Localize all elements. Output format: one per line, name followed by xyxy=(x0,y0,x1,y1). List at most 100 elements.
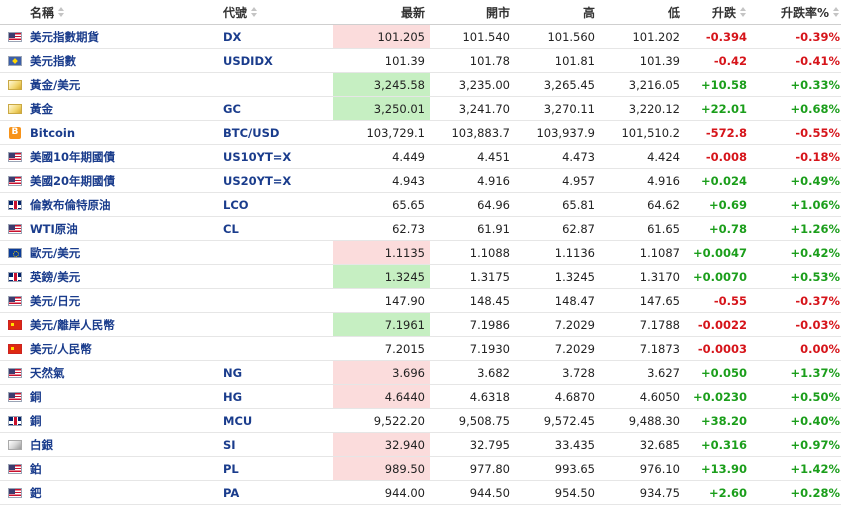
column-header-last[interactable]: 最新 xyxy=(333,0,430,25)
last-price-cell: 65.65 xyxy=(333,192,430,217)
change-pct-cell: -0.18% xyxy=(752,144,841,169)
uk-flag-icon xyxy=(8,416,22,426)
table-row[interactable]: 美元指數期貨 DX 101.205 101.540 101.560 101.202 -0.3… xyxy=(0,24,841,49)
change-pct-cell: -0.39% xyxy=(752,24,841,49)
instrument-name-link[interactable]: 美元指數期貨 xyxy=(30,29,99,44)
table-row[interactable]: 倫敦布倫特原油 LCO 65.65 64.96 65.81 64.62 +0.69 +1.06… xyxy=(0,192,841,217)
last-price-cell: 4.6440 xyxy=(333,384,430,409)
table-row[interactable]: 鈀 PA 944.00 944.50 954.50 934.75 +2.60 +0.28% xyxy=(0,480,841,505)
instrument-code-link[interactable]: PL xyxy=(223,461,239,476)
instrument-code-link[interactable]: BTC/USD xyxy=(223,125,280,140)
name-cell: 白銀 xyxy=(30,432,223,457)
low-price-cell: 7.1873 xyxy=(600,336,685,361)
table-row[interactable]: 天然氣 NG 3.696 3.682 3.728 3.627 +0.050 +1.37% xyxy=(0,360,841,385)
flag-cell xyxy=(0,240,30,265)
change-pct-cell: +0.97% xyxy=(752,432,841,457)
instrument-name-link[interactable]: 黃金 xyxy=(30,101,53,116)
high-price-cell: 33.435 xyxy=(515,432,600,457)
instrument-code-link[interactable]: US10YT=X xyxy=(223,149,292,164)
change-pct-cell: 0.00% xyxy=(752,336,841,361)
table-row[interactable]: 美元/離岸人民幣 7.1961 7.1986 7.2029 7.1788 -0.0022-… xyxy=(0,312,841,337)
column-header-code[interactable]: 代號 xyxy=(223,0,333,25)
change-pct-cell: +0.28% xyxy=(752,480,841,505)
high-price-cell: 954.50 xyxy=(515,480,600,505)
table-row[interactable]: 美元/日元 147.90 148.45 148.47 147.65 -0.55 -0.37% xyxy=(0,288,841,313)
column-header-open[interactable]: 開市 xyxy=(430,0,515,25)
sort-icon[interactable] xyxy=(251,7,258,17)
instrument-code-link[interactable]: US20YT=X xyxy=(223,173,292,188)
table-row[interactable]: WTI原油 CL 62.73 61.91 62.87 61.65 +0.78 +1.26% xyxy=(0,216,841,241)
column-header-low[interactable]: 低 xyxy=(600,0,685,25)
table-row[interactable]: 鉑 PL 989.50 977.80 993.65 976.10 +13.90 +1.42% xyxy=(0,456,841,481)
instrument-name-link[interactable]: 銅 xyxy=(30,413,42,428)
instrument-name-link[interactable]: 美元/離岸人民幣 xyxy=(30,317,115,332)
table-row[interactable]: 黃金 GC 3,250.01 3,241.70 3,270.11 3,220.12 +22.… xyxy=(0,96,841,121)
instrument-code-link[interactable]: NG xyxy=(223,365,243,380)
instrument-name-link[interactable]: 美元指數 xyxy=(30,53,76,68)
column-header-label: 升跌 xyxy=(711,5,736,20)
instrument-code-link[interactable]: HG xyxy=(223,389,243,404)
instrument-code-link[interactable]: CL xyxy=(223,221,239,236)
instrument-name-link[interactable]: 銅 xyxy=(30,389,42,404)
open-price-cell: 148.45 xyxy=(430,288,515,313)
instrument-name-link[interactable]: 美國20年期國債 xyxy=(30,173,116,188)
instrument-name-link[interactable]: WTI原油 xyxy=(30,221,78,236)
change-cell: -0.0022 xyxy=(685,312,752,337)
table-row[interactable]: 美元指數 USDIDX 101.39 101.78 101.81 101.39 -0.42-… xyxy=(0,48,841,73)
high-price-cell: 103,937.9 xyxy=(515,120,600,145)
instrument-name-link[interactable]: 英鎊/美元 xyxy=(30,269,81,284)
change-cell: +13.90 xyxy=(685,456,752,481)
name-cell: 美國10年期國債 xyxy=(30,144,223,169)
instrument-code-link[interactable]: SI xyxy=(223,437,236,452)
table-row[interactable]: 歐元/美元 1.1135 1.1088 1.1136 1.1087 +0.0047 +0.4… xyxy=(0,240,841,265)
open-price-cell: 9,508.75 xyxy=(430,408,515,433)
flag-cell xyxy=(0,408,30,433)
instrument-code-link[interactable]: USDIDX xyxy=(223,53,273,68)
table-row[interactable]: 美元/人民幣 7.2015 7.1930 7.2029 7.1873 -0.0003 0.0… xyxy=(0,336,841,361)
table-row[interactable]: 黃金/美元 3,245.58 3,235.00 3,265.45 3,216.05 +10… xyxy=(0,72,841,97)
table-row[interactable]: 美國10年期國債 US10YT=X 4.449 4.451 4.473 4.424 -0.0… xyxy=(0,144,841,169)
flag-cell xyxy=(0,456,30,481)
instrument-name-link[interactable]: 倫敦布倫特原油 xyxy=(30,197,111,212)
instrument-name-link[interactable]: 鉑 xyxy=(30,461,42,476)
open-price-cell: 4.6318 xyxy=(430,384,515,409)
column-header-label: 最新 xyxy=(400,5,425,20)
column-header-label: 低 xyxy=(667,5,680,20)
instrument-name-link[interactable]: 黃金/美元 xyxy=(30,77,81,92)
table-row[interactable]: 英鎊/美元 1.3245 1.3175 1.3245 1.3170 +0.0070 +0.5… xyxy=(0,264,841,289)
table-row[interactable]: Bitcoin BTC/USD 103,729.1103,883.7103,937.… xyxy=(0,120,841,145)
low-price-cell: 3,220.12 xyxy=(600,96,685,121)
instrument-code-link[interactable]: LCO xyxy=(223,197,249,212)
instrument-name-link[interactable]: 歐元/美元 xyxy=(30,245,81,260)
column-header-name[interactable]: 名稱 xyxy=(30,0,223,25)
name-cell: 美元/日元 xyxy=(30,288,223,313)
instrument-name-link[interactable]: 美國10年期國債 xyxy=(30,149,116,164)
instrument-name-link[interactable]: 天然氣 xyxy=(30,365,65,380)
instrument-name-link[interactable]: 美元/人民幣 xyxy=(30,341,92,356)
column-header-high[interactable]: 高 xyxy=(515,0,600,25)
table-row[interactable]: 銅 HG 4.6440 4.6318 4.6870 4.6050 +0.0230 +0.50% xyxy=(0,384,841,409)
instrument-name-link[interactable]: 白銀 xyxy=(30,437,53,452)
column-header-change[interactable]: 升跌 xyxy=(685,0,752,25)
high-price-cell: 101.81 xyxy=(515,48,600,73)
open-price-cell: 61.91 xyxy=(430,216,515,241)
table-row[interactable]: 美國20年期國債 US20YT=X 4.943 4.916 4.957 4.916 +0.0… xyxy=(0,168,841,193)
instrument-code-link[interactable]: DX xyxy=(223,29,242,44)
change-pct-cell: +0.50% xyxy=(752,384,841,409)
table-row[interactable]: 銅 MCU 9,522.20 9,508.75 9,572.45 9,488.30 +38.… xyxy=(0,408,841,433)
table-row[interactable]: 白銀 SI 32.940 32.795 33.435 32.685 +0.316 +0.97% xyxy=(0,432,841,457)
low-price-cell: 3,216.05 xyxy=(600,72,685,97)
instrument-name-link[interactable]: 美元/日元 xyxy=(30,293,81,308)
instrument-code-link[interactable]: MCU xyxy=(223,413,253,428)
high-price-cell: 7.2029 xyxy=(515,336,600,361)
low-price-cell: 64.62 xyxy=(600,192,685,217)
sort-icon[interactable] xyxy=(740,7,747,17)
instrument-code-link[interactable]: PA xyxy=(223,485,240,500)
sort-icon[interactable] xyxy=(833,7,840,17)
column-header-change-pct[interactable]: 升跌率% xyxy=(752,0,841,25)
sort-icon[interactable] xyxy=(58,7,65,17)
instrument-name-link[interactable]: 鈀 xyxy=(30,485,42,500)
instrument-code-link[interactable]: GC xyxy=(223,101,241,116)
last-price-cell: 989.50 xyxy=(333,456,430,481)
instrument-name-link[interactable]: Bitcoin xyxy=(30,125,76,140)
